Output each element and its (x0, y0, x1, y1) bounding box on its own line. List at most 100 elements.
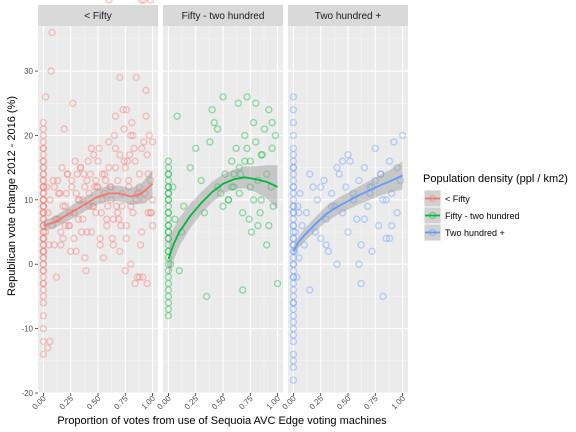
data-point (77, 228, 86, 236)
data-point (75, 196, 84, 204)
data-point (368, 247, 376, 256)
data-point (346, 157, 354, 165)
legend-item: Fifty - two hundred (423, 206, 520, 225)
data-point (221, 170, 229, 178)
data-point (109, 215, 117, 223)
data-point (115, 215, 123, 223)
data-point (289, 118, 298, 127)
data-point (219, 202, 227, 210)
data-point (39, 350, 48, 359)
data-point (68, 183, 76, 191)
data-point (289, 221, 298, 230)
y-tick-label: 0 (29, 260, 34, 269)
data-point (39, 247, 48, 256)
data-point (164, 157, 173, 165)
data-point (247, 228, 256, 236)
data-point (127, 202, 135, 210)
data-point (164, 234, 173, 243)
data-point (39, 196, 48, 204)
data-point (120, 125, 128, 133)
y-tick-label: -20 (21, 389, 33, 398)
data-point (104, 202, 112, 210)
data-point (135, 170, 144, 178)
data-point (289, 357, 298, 365)
data-point (289, 254, 298, 262)
data-point (131, 279, 139, 288)
data-point (39, 202, 48, 210)
data-point (143, 279, 151, 288)
data-point (107, 183, 115, 191)
data-point (45, 241, 53, 249)
data-point (39, 312, 48, 320)
data-point (164, 234, 173, 243)
data-point (39, 324, 48, 333)
data-point (289, 157, 298, 165)
data-point (39, 170, 48, 178)
data-point (200, 209, 209, 217)
data-point (175, 266, 184, 275)
data-point (85, 189, 93, 198)
data-point (357, 279, 365, 288)
data-point (295, 254, 303, 262)
data-point (124, 176, 133, 185)
data-point (344, 151, 352, 159)
confidence-band (43, 169, 153, 231)
data-point (164, 215, 173, 223)
data-point (42, 183, 51, 191)
data-point (289, 273, 298, 281)
data-point (145, 131, 154, 140)
y-tick-label: 30 (24, 67, 33, 76)
data-point (265, 221, 273, 230)
x-tick-label: 1.00 (265, 394, 283, 412)
data-point (116, 247, 124, 256)
x-axis-label: Proportion of votes from use of Sequoia … (57, 415, 387, 427)
data-point (39, 157, 48, 165)
data-point (39, 209, 48, 217)
data-point (289, 228, 298, 236)
data-point (129, 209, 137, 217)
confidence-band (168, 165, 278, 278)
data-point (39, 260, 48, 268)
data-point (164, 279, 173, 288)
data-point (241, 157, 249, 165)
trend-line (43, 183, 154, 227)
x-tick-label: 0.00 (280, 394, 298, 412)
data-point (39, 234, 48, 243)
data-point (197, 176, 205, 185)
data-point (103, 215, 111, 223)
data-point (39, 209, 48, 217)
data-point (79, 215, 87, 223)
data-point (289, 363, 298, 371)
data-point (262, 241, 271, 249)
legend-item: Two hundred + (423, 223, 505, 242)
data-point (39, 157, 48, 165)
y-tick-label: -10 (21, 325, 33, 334)
legend: Population density (ppl / km2) < Fifty Fi… (423, 173, 568, 242)
data-point (300, 241, 309, 249)
data-point (164, 170, 173, 178)
data-point (289, 131, 298, 140)
panel-3: Two hundred + 0.00 0.25 0.50 0.75 1.00 (280, 5, 408, 411)
confidence-band (293, 161, 403, 257)
legend-label: < Fifty (445, 194, 470, 204)
data-point (309, 183, 317, 191)
data-point (61, 221, 69, 230)
data-point (289, 189, 298, 198)
data-point (46, 196, 54, 204)
data-point (219, 93, 227, 101)
data-point (39, 234, 48, 243)
data-point (289, 273, 298, 281)
data-point (289, 106, 298, 114)
data-point (296, 189, 304, 198)
data-point (289, 234, 298, 243)
data-point (291, 228, 300, 236)
data-point (48, 28, 56, 37)
data-point (80, 170, 88, 178)
data-point (106, 183, 114, 191)
data-point (87, 228, 96, 236)
x-tick-label: 1.00 (140, 394, 158, 412)
data-point (164, 312, 173, 320)
data-point (164, 286, 173, 294)
data-point (169, 183, 177, 191)
data-point (289, 305, 298, 313)
